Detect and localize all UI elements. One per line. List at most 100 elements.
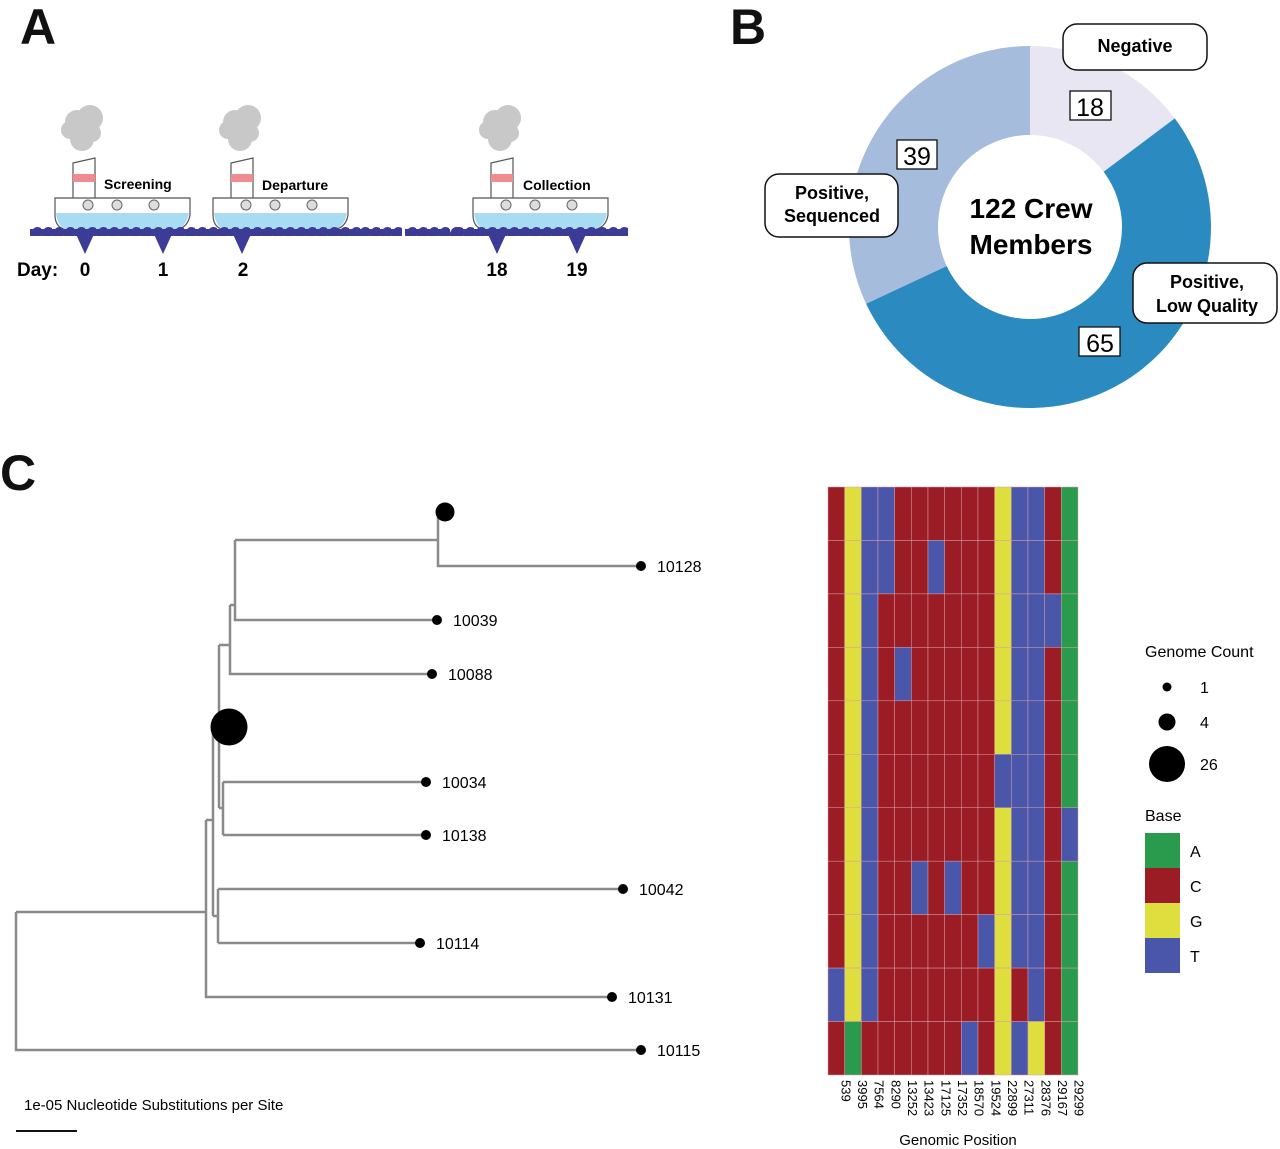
day-label: Day: <box>17 260 58 281</box>
heatmap-cell <box>861 700 879 755</box>
heatmap-cell <box>961 593 979 648</box>
heatmap-cell <box>1044 807 1062 862</box>
smoke-icon <box>479 105 521 151</box>
heatmap-cell <box>1011 647 1029 702</box>
heatmap-cell <box>977 647 995 702</box>
heatmap-cell <box>1011 807 1029 862</box>
value-label-negative: 18 <box>1069 90 1112 122</box>
heatmap-cell <box>844 486 862 541</box>
donut-chart <box>848 46 1211 409</box>
tip-dot <box>427 669 437 679</box>
porthole <box>82 199 94 211</box>
heatmap-cell <box>911 914 929 969</box>
heatmap-cell <box>961 486 979 541</box>
heatmap-cell <box>1044 647 1062 702</box>
heatmap-cell <box>827 1021 845 1076</box>
heatmap-column-label: 18570 <box>972 1080 987 1116</box>
heatmap-cell <box>1061 807 1079 862</box>
legend-base-C: C <box>1190 879 1202 896</box>
heatmap-cell <box>977 593 995 648</box>
heatmap-cell <box>1044 700 1062 755</box>
heatmap-column-label: 17352 <box>955 1080 970 1116</box>
heatmap-cell <box>927 700 945 755</box>
heatmap-cell <box>994 967 1012 1022</box>
heatmap-cell <box>844 807 862 862</box>
tip-dot <box>415 938 425 948</box>
heatmap-cell <box>1027 540 1045 595</box>
value-label-sequenced: 39 <box>896 139 938 171</box>
tip-dot <box>421 777 431 787</box>
heatmap-cell <box>844 593 862 648</box>
heatmap-cell <box>1044 967 1062 1022</box>
heatmap-column-label: 17125 <box>938 1080 953 1116</box>
panel-label-b: B <box>730 0 766 55</box>
donut-center-line1: 122 Crew <box>970 193 1093 224</box>
heatmap-cell <box>827 540 845 595</box>
heatmap-cell <box>994 647 1012 702</box>
heatmap-cell <box>877 486 895 541</box>
porthole <box>269 199 281 211</box>
donut-slice-positive-sequenced <box>848 46 1030 304</box>
heatmap-cell <box>827 700 845 755</box>
heatmap-cell <box>977 754 995 808</box>
legend-count-dot-26 <box>1149 746 1185 782</box>
heatmap-cell <box>911 540 929 595</box>
heatmap-cell <box>1061 540 1079 595</box>
heatmap-cell <box>877 540 895 595</box>
heatmap-cell <box>1011 540 1029 595</box>
heatmap-cell <box>861 647 879 702</box>
heatmap-cell <box>877 1021 895 1076</box>
heatmap-cell <box>877 807 895 862</box>
heatmap-cell <box>861 486 879 541</box>
heatmap-cell <box>844 754 862 808</box>
heatmap-cell <box>1061 914 1079 969</box>
heatmap-cell <box>894 647 912 702</box>
tip-dot <box>636 1045 646 1055</box>
heatmap-cell <box>894 807 912 862</box>
heatmap-column-label: 22899 <box>1005 1080 1020 1116</box>
heatmap-cell <box>894 860 912 915</box>
heatmap-cell <box>1011 486 1029 541</box>
legend-swatch-T <box>1145 938 1180 973</box>
heatmap-cell <box>1027 1021 1045 1076</box>
heatmap-cell <box>944 754 962 808</box>
heatmap-cell <box>844 647 862 702</box>
heatmap-cell <box>1044 914 1062 969</box>
svg-text:65: 65 <box>1086 330 1114 358</box>
panel-label-c: C <box>0 445 36 501</box>
heatmap-cell <box>861 1021 879 1076</box>
heatmap-cell <box>944 967 962 1022</box>
legend-swatch-G <box>1145 903 1180 938</box>
heatmap-cell <box>861 807 879 862</box>
day-1: 1 <box>158 260 169 281</box>
node-count-4 <box>435 502 455 522</box>
ship-icon <box>212 105 349 231</box>
svg-text:Low Quality: Low Quality <box>1156 296 1258 316</box>
heatmap-cell <box>944 700 962 755</box>
heatmap-cell <box>994 486 1012 541</box>
heatmap-cell <box>1044 754 1062 808</box>
heatmap-cell <box>861 540 879 595</box>
heatmap-cell <box>1061 1021 1079 1076</box>
legend-count-1: 1 <box>1200 680 1209 697</box>
heatmap-cell <box>927 486 945 541</box>
heatmap-cell <box>911 1021 929 1076</box>
legend-count-title: Genome Count <box>1145 644 1254 661</box>
heatmap-cell <box>977 1021 995 1076</box>
heatmap-cell <box>961 754 979 808</box>
heatmap-cell <box>1027 914 1045 969</box>
heatmap-cell <box>927 807 945 862</box>
tip-dot <box>607 992 617 1002</box>
heatmap-cell <box>1011 593 1029 648</box>
ship-icon <box>54 105 191 231</box>
hull-water <box>214 213 347 229</box>
heatmap-cell <box>1061 967 1079 1022</box>
heatmap-cell <box>911 486 929 541</box>
heatmap-cell <box>827 593 845 648</box>
heatmap-cell <box>927 593 945 648</box>
heatmap-cell <box>994 700 1012 755</box>
heatmap-cell <box>861 914 879 969</box>
tip-label: 10131 <box>628 990 673 1007</box>
heatmap-cell <box>1027 754 1045 808</box>
heatmap-cell <box>877 647 895 702</box>
